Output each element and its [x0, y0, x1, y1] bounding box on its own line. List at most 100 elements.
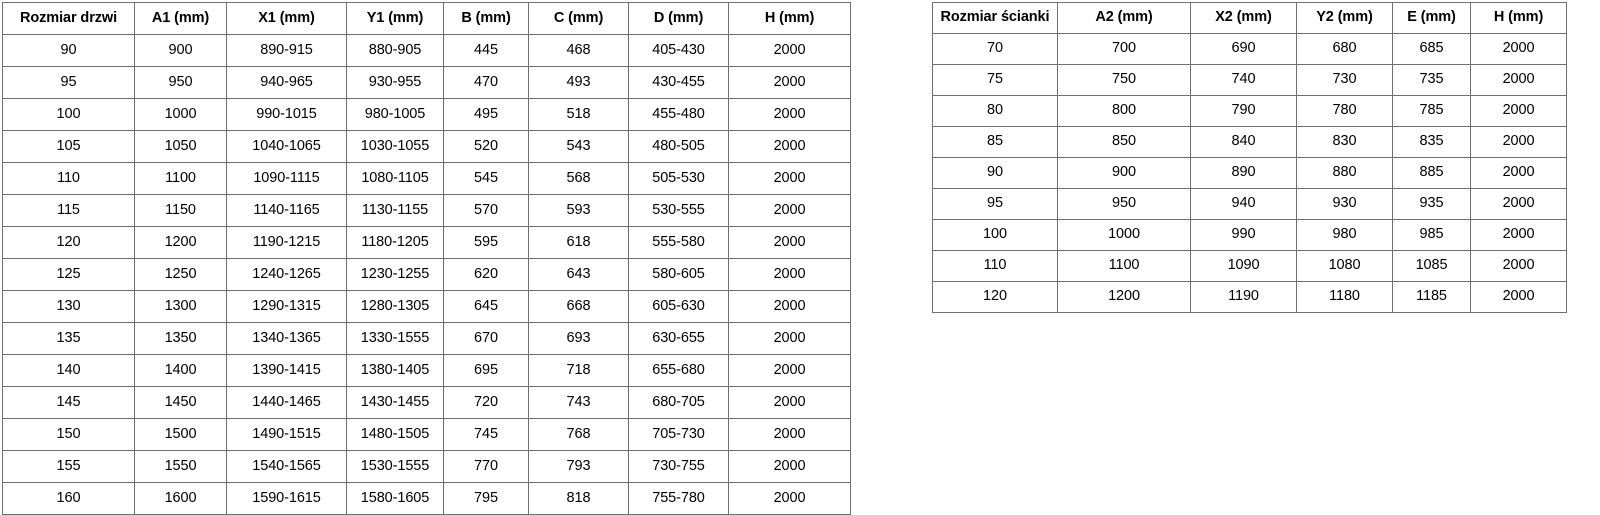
doors_table-cell: 795 [443, 482, 529, 515]
doors_table-cell: 2000 [728, 386, 851, 419]
doors_table-cell: 1040-1065 [226, 130, 347, 163]
walls_table-column-header: H (mm) [1470, 2, 1567, 34]
doors_table-cell: 1500 [134, 418, 227, 451]
doors_table-cell: 1580-1605 [346, 482, 444, 515]
doors_table-column-header: D (mm) [628, 2, 729, 35]
walls_table-cell: 800 [1057, 95, 1191, 127]
doors_table-cell: 470 [443, 66, 529, 99]
doors_table-cell: 668 [528, 290, 629, 323]
doors_table-cell: 568 [528, 162, 629, 195]
door-table-header: Rozmiar drzwi A1 (mm) X1 (mm) Y1 (mm) B (mm)… [2, 2, 851, 35]
doors_table-cell: 1490-1515 [226, 418, 347, 451]
doors_table-cell: 445 [443, 34, 529, 67]
table-row: 155 1550 1540-1565 1530-1555 770 793 730-755 20… [2, 450, 851, 483]
walls_table-cell: 880 [1296, 157, 1393, 189]
wall-table-body: 70 700 690 680 685 2000 75 750 740 730 735 2000 80 80… [932, 33, 1567, 313]
doors_table-cell: 2000 [728, 354, 851, 387]
walls_table-cell: 85 [932, 126, 1058, 158]
doors_table-cell: 705-730 [628, 418, 729, 451]
walls_table-cell: 2000 [1470, 126, 1567, 158]
walls_table-cell: 2000 [1470, 281, 1567, 313]
walls_table-cell: 730 [1296, 64, 1393, 96]
doors_table-cell: 1150 [134, 194, 227, 227]
walls_table-cell: 750 [1057, 64, 1191, 96]
table-row: 140 1400 1390-1415 1380-1405 695 718 655-680 20… [2, 354, 851, 387]
walls_table-cell: 95 [932, 188, 1058, 220]
doors_table-cell: 455-480 [628, 98, 729, 131]
walls_table-cell: 70 [932, 33, 1058, 65]
walls_table-cell: 1000 [1057, 219, 1191, 251]
walls_table-column-header: E (mm) [1392, 2, 1471, 34]
walls_table-cell: 690 [1190, 33, 1297, 65]
table-row: 85 850 840 830 835 2000 [932, 126, 1567, 158]
walls_table-cell: 885 [1392, 157, 1471, 189]
doors_table-cell: 2000 [728, 130, 851, 163]
doors_table-cell: 2000 [728, 66, 851, 99]
doors_table-cell: 100 [2, 98, 135, 131]
walls_table-cell: 835 [1392, 126, 1471, 158]
doors_table-cell: 620 [443, 258, 529, 291]
walls_table-cell: 790 [1190, 95, 1297, 127]
doors_table-cell: 480-505 [628, 130, 729, 163]
doors_table-cell: 130 [2, 290, 135, 323]
doors_table-cell: 468 [528, 34, 629, 67]
table-row: 70 700 690 680 685 2000 [932, 33, 1567, 65]
doors_table-cell: 770 [443, 450, 529, 483]
doors_table-cell: 155 [2, 450, 135, 483]
doors_table-column-header: Y1 (mm) [346, 2, 444, 35]
doors_table-cell: 120 [2, 226, 135, 259]
doors_table-cell: 1590-1615 [226, 482, 347, 515]
doors_table-cell: 2000 [728, 258, 851, 291]
doors_table-cell: 555-580 [628, 226, 729, 259]
table-row: 130 1300 1290-1315 1280-1305 645 668 605-630 20… [2, 290, 851, 323]
doors_table-cell: 135 [2, 322, 135, 355]
table-row: 100 1000 990-1015 980-1005 495 518 455-480 2000 [2, 98, 851, 131]
table-row: 120 1200 1190 1180 1185 2000 [932, 281, 1567, 313]
doors_table-cell: 670 [443, 322, 529, 355]
doors_table-cell: 1030-1055 [346, 130, 444, 163]
doors_table-cell: 1340-1365 [226, 322, 347, 355]
doors_table-cell: 980-1005 [346, 98, 444, 131]
walls_table-cell: 2000 [1470, 33, 1567, 65]
table-row: 135 1350 1340-1365 1330-1555 670 693 630-655 20… [2, 322, 851, 355]
doors_table-cell: 693 [528, 322, 629, 355]
table-row: 150 1500 1490-1515 1480-1505 745 768 705-730 20… [2, 418, 851, 451]
doors_table-cell: 930-955 [346, 66, 444, 99]
doors_table-cell: 745 [443, 418, 529, 451]
doors_table-cell: 125 [2, 258, 135, 291]
walls_table-cell: 890 [1190, 157, 1297, 189]
doors_table-cell: 793 [528, 450, 629, 483]
walls_table-cell: 90 [932, 157, 1058, 189]
walls_table-cell: 935 [1392, 188, 1471, 220]
doors_table-cell: 720 [443, 386, 529, 419]
walls_table-cell: 1080 [1296, 250, 1393, 282]
doors_table-cell: 1130-1155 [346, 194, 444, 227]
walls_table-cell: 980 [1296, 219, 1393, 251]
doors_table-column-header: H (mm) [728, 2, 851, 35]
doors_table-cell: 518 [528, 98, 629, 131]
doors_table-cell: 605-630 [628, 290, 729, 323]
doors_table-cell: 1090-1115 [226, 162, 347, 195]
doors_table-cell: 1080-1105 [346, 162, 444, 195]
doors_table-cell: 520 [443, 130, 529, 163]
walls_table-cell: 2000 [1470, 250, 1567, 282]
walls_table-cell: 940 [1190, 188, 1297, 220]
doors_table-column-header: B (mm) [443, 2, 529, 35]
doors_table-cell: 618 [528, 226, 629, 259]
walls_table-column-header: X2 (mm) [1190, 2, 1297, 34]
walls_table-cell: 780 [1296, 95, 1393, 127]
doors_table-cell: 950 [134, 66, 227, 99]
doors_table-cell: 493 [528, 66, 629, 99]
doors_table-cell: 1430-1455 [346, 386, 444, 419]
doors_table-cell: 2000 [728, 162, 851, 195]
doors_table-cell: 1380-1405 [346, 354, 444, 387]
walls_table-cell: 1190 [1190, 281, 1297, 313]
doors_table-cell: 880-905 [346, 34, 444, 67]
doors_table-cell: 630-655 [628, 322, 729, 355]
doors_table-cell: 743 [528, 386, 629, 419]
doors_table-cell: 110 [2, 162, 135, 195]
doors_table-cell: 1000 [134, 98, 227, 131]
doors_table-column-header: A1 (mm) [134, 2, 227, 35]
doors_table-cell: 145 [2, 386, 135, 419]
